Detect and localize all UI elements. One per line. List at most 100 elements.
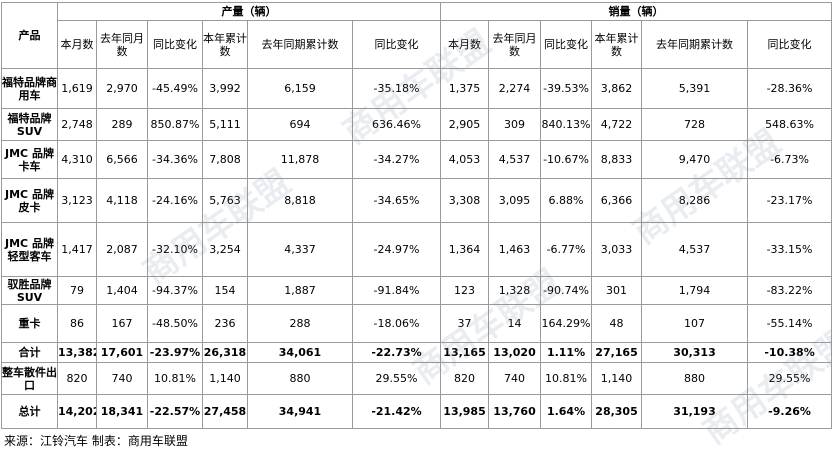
production-value-cell: -35.18%	[351, 68, 442, 109]
sales-value-cell: 1,328	[488, 276, 542, 305]
sales-value-cell: -6.73%	[747, 140, 832, 179]
sales-value-cell: 4,537	[641, 222, 749, 277]
production-value-cell: 1,887	[247, 276, 353, 305]
product-header: 产品	[1, 2, 58, 69]
sales-value-cell: 3,095	[488, 178, 542, 223]
sales-value-cell: 1,375	[440, 68, 490, 109]
production-value-cell: 11,878	[247, 140, 353, 179]
col-header-ytd: 本年累计数	[202, 20, 248, 69]
sales-value-cell: 2,905	[440, 108, 490, 141]
sales-value-cell: 4,053	[440, 140, 490, 179]
production-value-cell: 26,318	[202, 342, 248, 363]
sales-value-cell: 8,833	[591, 140, 643, 179]
sales-value-cell: 4,722	[591, 108, 643, 141]
product-name-cell: JMC 品牌皮卡	[1, 178, 58, 223]
production-value-cell: -45.49%	[147, 68, 203, 109]
sales-value-cell: -55.14%	[747, 304, 832, 343]
production-value-cell: 4,310	[57, 140, 97, 179]
sales-value-cell: 123	[440, 276, 490, 305]
source-note: 来源：江铃汽车 制表：商用车联盟	[4, 434, 188, 448]
sales-value-cell: -10.38%	[747, 342, 832, 363]
production-value-cell: 2,748	[57, 108, 97, 141]
sales-value-cell: 13,985	[440, 394, 490, 429]
production-value-cell: 1,619	[57, 68, 97, 109]
sales-value-cell: 13,760	[488, 394, 542, 429]
product-name-cell: 总计	[1, 394, 58, 429]
production-value-cell: -94.37%	[147, 276, 203, 305]
sales-value-cell: 3,033	[591, 222, 643, 277]
sales-value-cell: 740	[488, 362, 542, 395]
table-row: 整车散件出口 820 740 10.81% 1,140 880 29.55% 820 740 10…	[1, 362, 832, 395]
table-body: 福特品牌商用车 1,619 2,970 -45.49% 3,992 6,159 -35.18…	[1, 68, 832, 429]
sales-value-cell: -23.17%	[747, 178, 832, 223]
production-value-cell: 6,566	[96, 140, 148, 179]
sales-value-cell: 14	[488, 304, 542, 343]
table-row: 总计 14,202 18,341 -22.57% 27,458 34,941 -21.42%…	[1, 394, 832, 429]
production-value-cell: 6,159	[247, 68, 353, 109]
sales-value-cell: 1,140	[591, 362, 643, 395]
production-value-cell: -91.84%	[351, 276, 442, 305]
production-value-cell: 289	[96, 108, 148, 141]
production-value-cell: -34.36%	[147, 140, 203, 179]
column-header-row: 本月数 去年同月数 同比变化 本年累计数 去年同期累计数 同比变化 本月数 去年…	[2, 20, 832, 69]
group-header-row: 产品 产量（辆） 销量（辆）	[1, 2, 832, 69]
sales-value-cell: -9.26%	[747, 394, 832, 429]
sales-value-cell: -6.77%	[540, 222, 593, 277]
sales-value-cell: 164.29%	[540, 304, 593, 343]
col-header-last-year-month: 去年同月数	[96, 20, 148, 69]
sales-value-cell: 6.88%	[540, 178, 593, 223]
production-value-cell: -18.06%	[351, 304, 442, 343]
sales-group-header: 销量（辆）	[440, 2, 832, 21]
production-value-cell: 154	[202, 276, 248, 305]
sales-value-cell: 1,364	[440, 222, 490, 277]
product-name-cell: JMC 品牌轻型客车	[1, 222, 58, 277]
sales-value-cell: 309	[488, 108, 542, 141]
table-row: 重卡 86 167 -48.50% 236 288 -18.06% 37 14 164.29% 48…	[1, 304, 832, 343]
sales-value-cell: 1.11%	[540, 342, 593, 363]
col-header-last-year-ytd: 去年同期累计数	[641, 20, 749, 69]
sales-value-cell: 13,165	[440, 342, 490, 363]
sales-value-cell: 840.13%	[540, 108, 593, 141]
sales-value-cell: 9,470	[641, 140, 749, 179]
product-name-cell: 整车散件出口	[1, 362, 58, 395]
production-value-cell: 17,601	[96, 342, 148, 363]
production-value-cell: 5,111	[202, 108, 248, 141]
production-value-cell: 1,140	[202, 362, 248, 395]
product-name-cell: 福特品牌商用车	[1, 68, 58, 109]
sales-value-cell: 2,274	[488, 68, 542, 109]
sales-value-cell: -90.74%	[540, 276, 593, 305]
sales-value-cell: 48	[591, 304, 643, 343]
production-value-cell: -34.27%	[351, 140, 442, 179]
production-value-cell: 1,417	[57, 222, 97, 277]
sales-value-cell: 30,313	[641, 342, 749, 363]
production-value-cell: 79	[57, 276, 97, 305]
production-value-cell: -24.97%	[351, 222, 442, 277]
sales-value-cell: -39.53%	[540, 68, 593, 109]
production-group-header: 产量（辆）	[56, 2, 442, 21]
table-row: 驭胜品牌SUV 79 1,404 -94.37% 154 1,887 -91.84% 123 1…	[1, 276, 832, 305]
production-value-cell: 34,941	[247, 394, 353, 429]
production-value-cell: 34,061	[247, 342, 353, 363]
production-value-cell: 10.81%	[147, 362, 203, 395]
production-value-cell: 27,458	[202, 394, 248, 429]
production-value-cell: 880	[247, 362, 353, 395]
production-value-cell: 167	[96, 304, 148, 343]
sales-value-cell: 548.63%	[747, 108, 832, 141]
production-value-cell: 820	[57, 362, 97, 395]
production-value-cell: 2,970	[96, 68, 148, 109]
sales-value-cell: -83.22%	[747, 276, 832, 305]
product-name-cell: 重卡	[1, 304, 58, 343]
production-value-cell: 2,087	[96, 222, 148, 277]
sales-value-cell: -28.36%	[747, 68, 832, 109]
col-header-ytd-yoy: 同比变化	[747, 20, 832, 69]
sales-value-cell: 29.55%	[747, 362, 832, 395]
table-row: JMC 品牌皮卡 3,123 4,118 -24.16% 5,763 8,818 -34.6…	[1, 178, 832, 223]
col-header-last-year-ytd: 去年同期累计数	[247, 20, 353, 69]
col-header-month: 本月数	[440, 20, 490, 69]
production-value-cell: 14,202	[57, 394, 97, 429]
col-header-month: 本月数	[57, 20, 97, 69]
col-header-ytd-yoy: 同比变化	[351, 20, 442, 69]
production-value-cell: 8,818	[247, 178, 353, 223]
col-header-yoy: 同比变化	[540, 20, 593, 69]
production-value-cell: -24.16%	[147, 178, 203, 223]
